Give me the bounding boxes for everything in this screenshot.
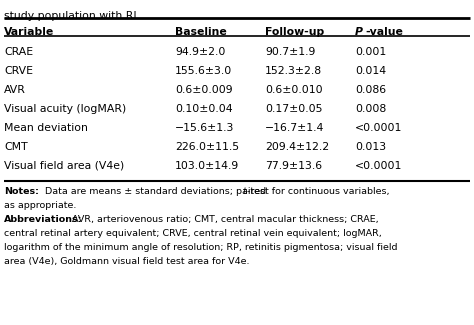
Text: 226.0±11.5: 226.0±11.5 [175,142,239,152]
Text: 155.6±3.0: 155.6±3.0 [175,66,232,76]
Text: CRAE: CRAE [4,47,33,57]
Text: 103.0±14.9: 103.0±14.9 [175,161,239,171]
Text: 152.3±2.8: 152.3±2.8 [265,66,322,76]
Text: Visual acuity (logMAR): Visual acuity (logMAR) [4,104,126,114]
Text: −15.6±1.3: −15.6±1.3 [175,123,234,133]
Text: Follow-up: Follow-up [265,27,324,37]
Text: area (V4e), Goldmann visual field test area for V4e.: area (V4e), Goldmann visual field test a… [4,257,249,266]
Text: -test for continuous variables,: -test for continuous variables, [247,187,390,196]
Text: logarithm of the minimum angle of resolution; RP, retinitis pigmentosa; visual f: logarithm of the minimum angle of resolu… [4,243,398,252]
Text: −16.7±1.4: −16.7±1.4 [265,123,324,133]
Text: study population with RI: study population with RI [4,11,137,21]
Text: AVR: AVR [4,85,26,95]
Text: as appropriate.: as appropriate. [4,201,76,210]
Text: P: P [355,27,363,37]
Text: 0.014: 0.014 [355,66,386,76]
Text: Notes:: Notes: [4,187,39,196]
Text: 90.7±1.9: 90.7±1.9 [265,47,315,57]
Text: CRVE: CRVE [4,66,33,76]
Text: <0.0001: <0.0001 [355,123,402,133]
Text: Baseline: Baseline [175,27,227,37]
Text: AVR, arteriovenous ratio; CMT, central macular thickness; CRAE,: AVR, arteriovenous ratio; CMT, central m… [69,215,379,224]
Text: 0.008: 0.008 [355,104,386,114]
Text: <0.0001: <0.0001 [355,161,402,171]
Text: Abbreviations:: Abbreviations: [4,215,82,224]
Text: 0.086: 0.086 [355,85,386,95]
Text: CMT: CMT [4,142,27,152]
Text: 0.001: 0.001 [355,47,386,57]
Text: Variable: Variable [4,27,54,37]
Text: 94.9±2.0: 94.9±2.0 [175,47,225,57]
Text: 77.9±13.6: 77.9±13.6 [265,161,322,171]
Text: 0.10±0.04: 0.10±0.04 [175,104,233,114]
Text: 0.013: 0.013 [355,142,386,152]
Text: central retinal artery equivalent; CRVE, central retinal vein equivalent; logMAR: central retinal artery equivalent; CRVE,… [4,229,382,238]
Text: 209.4±12.2: 209.4±12.2 [265,142,329,152]
Text: Data are means ± standard deviations; paired: Data are means ± standard deviations; pa… [42,187,269,196]
Text: 0.6±0.009: 0.6±0.009 [175,85,233,95]
Text: t: t [242,187,246,196]
Text: Mean deviation: Mean deviation [4,123,88,133]
Text: 0.6±0.010: 0.6±0.010 [265,85,323,95]
Text: 0.17±0.05: 0.17±0.05 [265,104,322,114]
Text: -value: -value [365,27,403,37]
Text: Visual field area (V4e): Visual field area (V4e) [4,161,124,171]
